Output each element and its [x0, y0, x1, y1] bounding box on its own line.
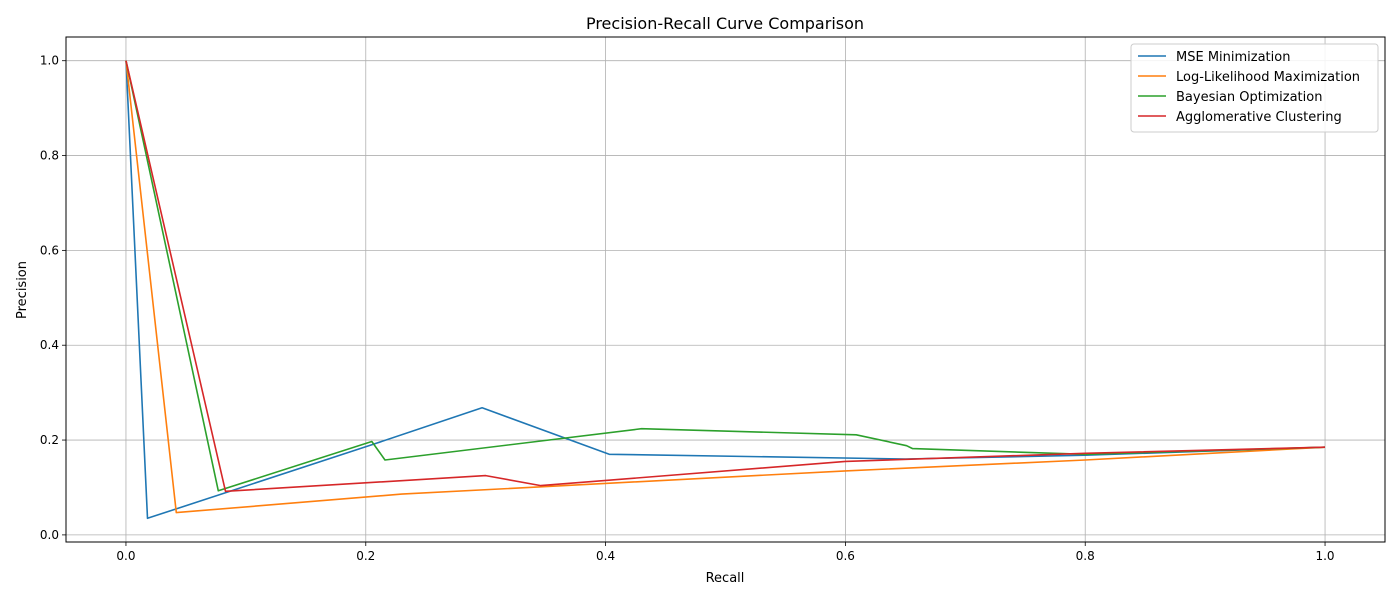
grid-lines — [66, 37, 1385, 542]
y-tick-label: 0.6 — [40, 243, 59, 257]
y-axis-label: Precision — [15, 261, 30, 319]
series-line-2 — [125, 60, 1326, 514]
plot-frame — [65, 36, 1386, 543]
legend: MSE Minimization Log-Likelihood Maximizat… — [1130, 43, 1379, 133]
legend-label: Agglomerative Clustering — [1176, 110, 1342, 125]
x-tick-label: 1.0 — [1315, 549, 1334, 563]
y-tick-label: 0.8 — [40, 149, 59, 163]
series-line-1 — [125, 60, 1326, 520]
series-line-3 — [125, 60, 1326, 492]
x-axis-label: Recall — [706, 571, 745, 586]
x-tick-label: 0.0 — [116, 549, 135, 563]
y-tick-label: 1.0 — [40, 54, 59, 68]
series-line-4 — [125, 60, 1326, 493]
x-tick-label: 0.6 — [836, 549, 855, 563]
y-tick-label: 0.0 — [40, 528, 59, 542]
legend-label: Bayesian Optimization — [1176, 90, 1322, 105]
y-tick-label: 0.2 — [40, 433, 59, 447]
legend-box — [1130, 43, 1379, 133]
x-tick-label: 0.8 — [1076, 549, 1095, 563]
legend-label: Log-Likelihood Maximization — [1176, 70, 1360, 85]
chart-title: Precision-Recall Curve Comparison — [586, 14, 864, 33]
x-tick-label: 0.4 — [596, 549, 615, 563]
series-lines — [125, 60, 1326, 520]
legend-label: MSE Minimization — [1176, 50, 1290, 65]
y-tick-label: 0.4 — [40, 338, 59, 352]
x-tick-label: 0.2 — [356, 549, 375, 563]
axis-ticks: 0.0 0.2 0.4 0.6 0.8 1.0 0.0 0.2 0.4 0.6 0.8 1.0 — [40, 54, 1335, 563]
